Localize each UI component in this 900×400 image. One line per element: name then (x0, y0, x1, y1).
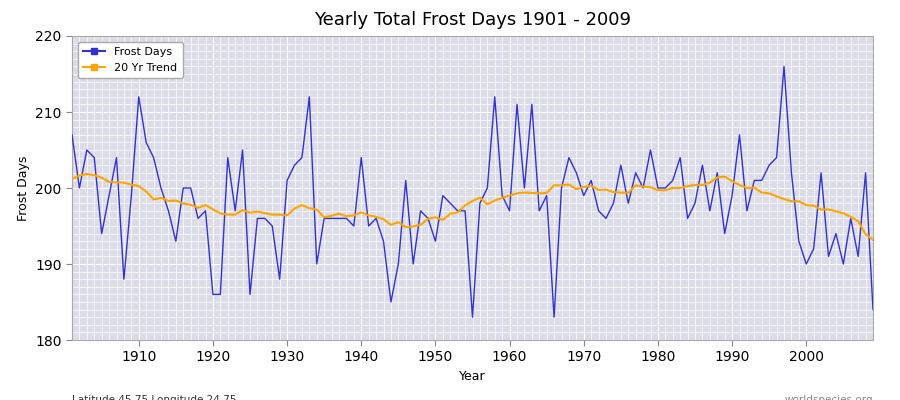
Y-axis label: Frost Days: Frost Days (16, 155, 30, 221)
X-axis label: Year: Year (459, 370, 486, 383)
Legend: Frost Days, 20 Yr Trend: Frost Days, 20 Yr Trend (77, 42, 183, 78)
Title: Yearly Total Frost Days 1901 - 2009: Yearly Total Frost Days 1901 - 2009 (314, 11, 631, 29)
Text: Latitude 45.75 Longitude 24.75: Latitude 45.75 Longitude 24.75 (72, 395, 237, 400)
Text: worldspecies.org: worldspecies.org (785, 395, 873, 400)
